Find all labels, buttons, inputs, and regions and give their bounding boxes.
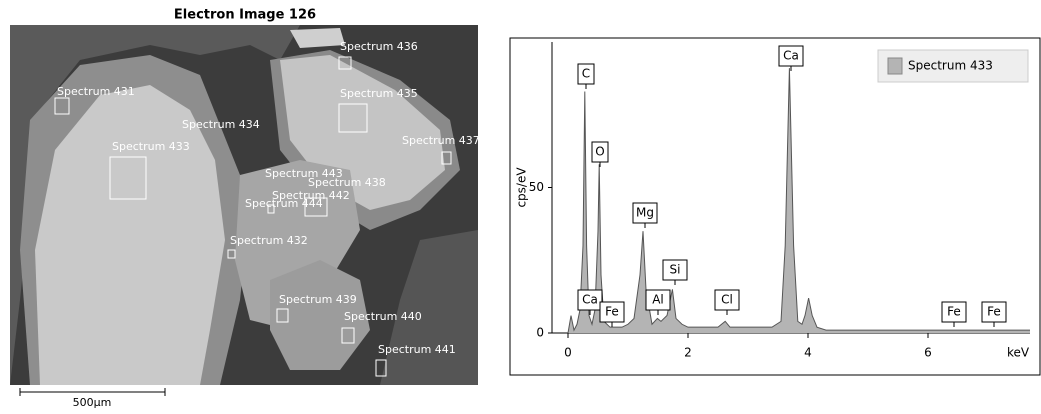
peak-label: Mg — [636, 206, 654, 220]
x-axis-label: keV — [1007, 346, 1030, 360]
x-tick-label: 2 — [684, 346, 692, 360]
image-title: Electron Image 126 — [174, 8, 316, 23]
spectrum-label: Spectrum 440 — [344, 310, 422, 323]
y-tick-label: 50 — [529, 180, 544, 194]
scale-label: 500µm — [73, 396, 112, 409]
spectrum-label: Spectrum 433 — [112, 140, 190, 153]
peak-label: Ca — [582, 293, 598, 307]
peak-label: Al — [652, 293, 664, 307]
peak-label: Ca — [783, 49, 799, 63]
spectrum-label: Spectrum 444 — [245, 197, 323, 210]
x-tick-label: 0 — [564, 346, 572, 360]
peak-label: Fe — [987, 305, 1001, 319]
legend-swatch — [888, 58, 902, 74]
spectrum-label: Spectrum 439 — [279, 293, 357, 306]
y-axis-label: cps/eV — [515, 167, 529, 208]
peak-label: C — [582, 67, 590, 81]
peak-label: Fe — [947, 305, 961, 319]
spectrum-label: Spectrum 435 — [340, 87, 418, 100]
figure: Electron Image 126 500µm Spectrum 431 Spe… — [0, 0, 1041, 410]
spectrum-label: Spectrum 441 — [378, 343, 456, 356]
peak-label: O — [595, 145, 604, 159]
legend-label: Spectrum 433 — [908, 59, 993, 73]
y-tick-label: 0 — [536, 326, 544, 340]
spectrum-label: Spectrum 438 — [308, 176, 386, 189]
peak-label: Si — [670, 263, 681, 277]
spectrum-label: Spectrum 436 — [340, 40, 418, 53]
peak-label: Fe — [605, 305, 619, 319]
spectrum-label: Spectrum 431 — [57, 85, 135, 98]
spectrum-label: Spectrum 432 — [230, 234, 308, 247]
spectrum-label: Spectrum 434 — [182, 118, 260, 131]
x-tick-label: 6 — [924, 346, 932, 360]
sem-image — [10, 25, 478, 385]
x-tick-label: 4 — [804, 346, 812, 360]
peak-label: Cl — [721, 293, 733, 307]
spectrum-label: Spectrum 437 — [402, 134, 480, 147]
